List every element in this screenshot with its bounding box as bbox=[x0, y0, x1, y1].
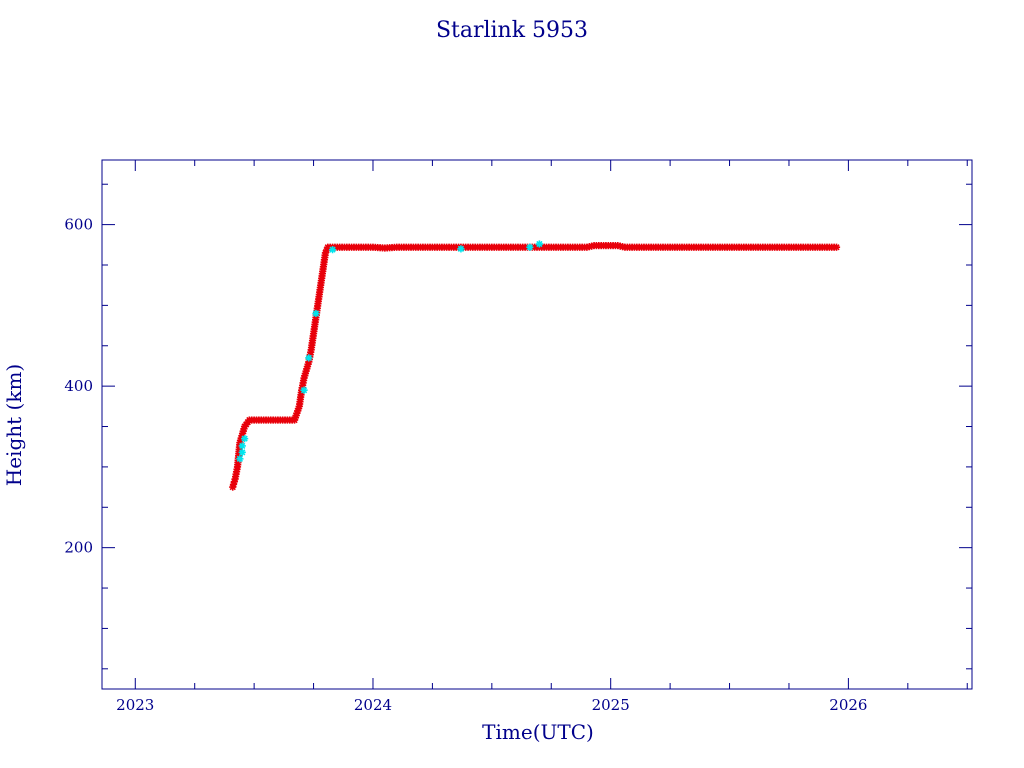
tick-labels-layer: 2023 2024 2025 2026 200 400 600 bbox=[64, 216, 867, 714]
x-tick-label: 2024 bbox=[354, 696, 392, 714]
data-point-cyan bbox=[236, 455, 244, 463]
data-point-red bbox=[832, 243, 841, 251]
y-tick-label: 400 bbox=[64, 377, 93, 395]
y-tick-label: 200 bbox=[64, 539, 93, 557]
data-point-cyan bbox=[457, 245, 465, 253]
x-tick-label: 2026 bbox=[829, 696, 867, 714]
data-point-cyan bbox=[238, 448, 246, 456]
chart-title: Starlink 5953 bbox=[436, 18, 588, 43]
data-point-cyan bbox=[305, 354, 313, 362]
data-point-cyan bbox=[300, 386, 308, 394]
y-axis-label: Height (km) bbox=[2, 364, 26, 486]
data-point-cyan bbox=[526, 243, 534, 251]
x-axis-label: Time(UTC) bbox=[482, 720, 594, 744]
data-point-cyan bbox=[535, 240, 543, 248]
x-tick-label: 2025 bbox=[592, 696, 630, 714]
plot-frame bbox=[101, 159, 973, 690]
axis-layer bbox=[101, 159, 973, 690]
ticks-layer bbox=[102, 160, 972, 689]
data-points bbox=[229, 240, 841, 491]
data-point-cyan bbox=[238, 442, 246, 450]
data-point-cyan bbox=[312, 309, 320, 318]
y-tick-label: 600 bbox=[64, 216, 93, 234]
x-tick-label: 2023 bbox=[116, 696, 154, 714]
data-point-cyan bbox=[241, 435, 249, 443]
data-point-cyan bbox=[328, 246, 337, 254]
